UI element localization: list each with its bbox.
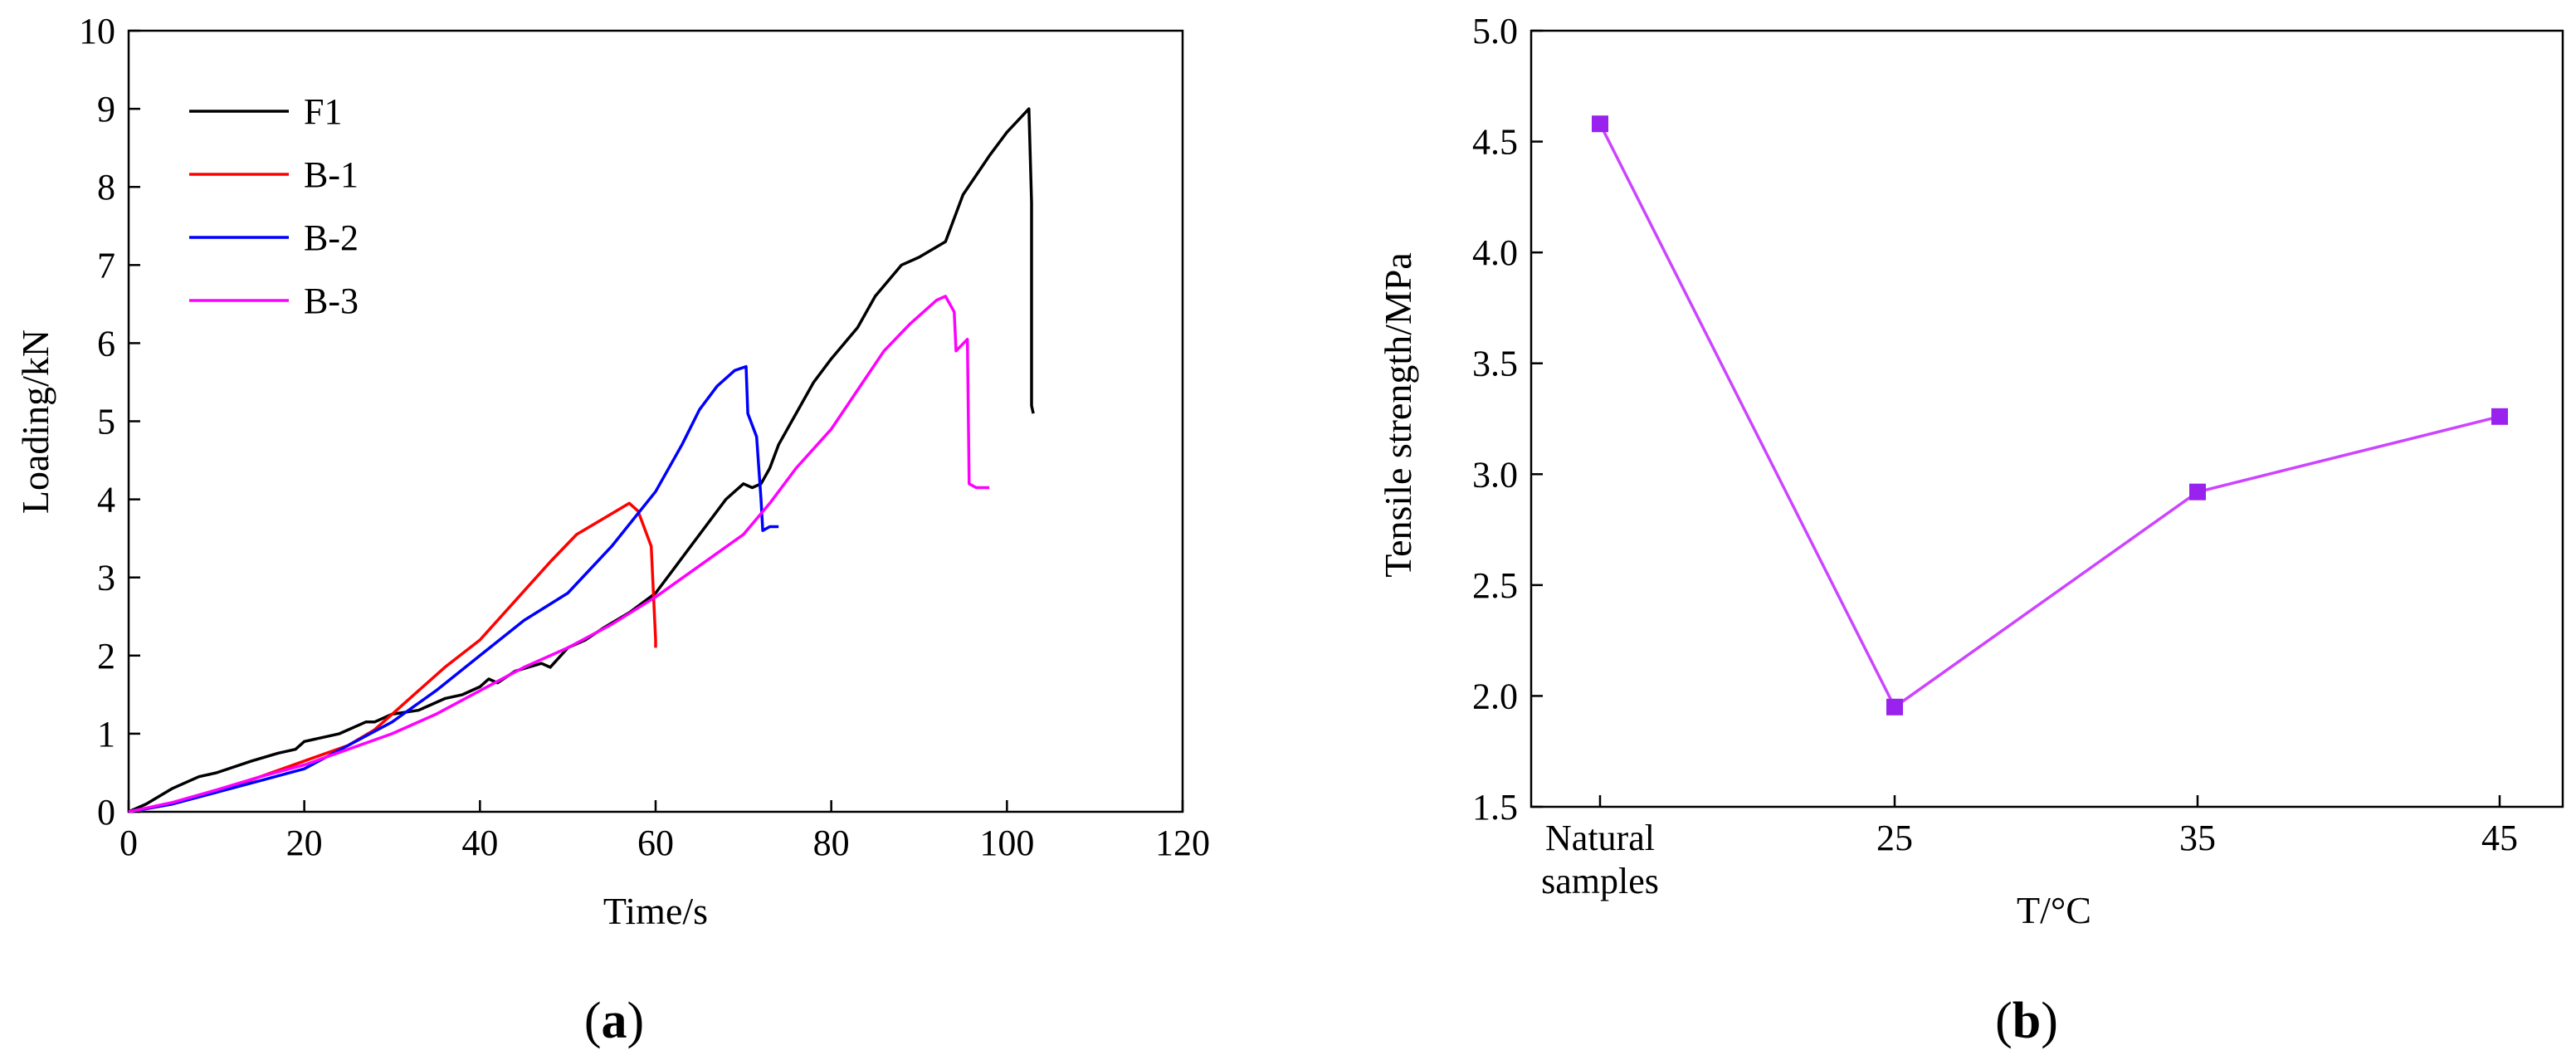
legend-label: B-3 [304,281,359,321]
x-tick-label: 20 [286,823,323,863]
y-tick-label: 1 [97,714,115,755]
y-tick-label: 1.5 [1472,787,1518,828]
y-tick-label: 0 [97,792,115,833]
panel-b-y-axis-label: Tensile strength/MPa [1377,252,1419,578]
x-tick-label: 60 [637,823,674,863]
panel-a-line-chart: 0 1 2 3 4 5 6 7 8 9 10 0 20 40 60 80 100 120 F1 B-1 B-2 B-3… [14,11,1210,1049]
y-tick-label: 3 [97,558,115,598]
panel-b-y-ticks: 1.5 2.0 2.5 3.0 3.5 4.0 4.5 5.0 [1472,11,1543,828]
panel-a-label: (a) [584,993,644,1049]
legend-label: B-2 [304,217,359,258]
panel-a-legend: F1 B-1 B-2 B-3 [189,91,359,321]
x-tick-label: 0 [120,823,138,863]
y-tick-label: 2.0 [1472,676,1518,716]
panel-a-plot-area [127,29,1184,813]
series-line-b-2 [128,364,779,813]
x-tick-label: Natural samples [1541,818,1659,901]
y-tick-label: 9 [97,89,115,129]
panel-a-series-lines [128,107,1035,813]
x-tick-label: 100 [979,823,1034,863]
legend-label: F1 [304,91,342,132]
series-line-b-3 [128,295,990,813]
panel-a-x-ticks: 0 20 40 60 80 100 120 [120,800,1210,863]
series-line [1598,123,2500,710]
panel-b-x-ticks: Natural samples 25 35 45 [1541,795,2518,901]
y-tick-label: 2.5 [1472,565,1518,606]
panel-b-line-chart: 1.5 2.0 2.5 3.0 3.5 4.0 4.5 5.0 Natural samples 2… [1377,11,2564,1049]
panel-b-x-axis-label: T/°C [2017,889,2091,931]
series-line-f1 [128,107,1035,813]
y-tick-label: 2 [97,636,115,676]
data-point-marker [2491,408,2508,425]
y-tick-label: 10 [79,11,115,51]
legend-label: B-1 [304,154,359,195]
y-tick-label: 3.5 [1472,344,1518,384]
x-tick-label: 25 [1876,818,1913,858]
y-tick-label: 8 [97,167,115,208]
data-point-marker [1886,698,1903,716]
x-tick-label: 40 [461,823,498,863]
x-tick-label: 80 [813,823,850,863]
y-tick-label: 5 [97,402,115,442]
y-tick-label: 4 [97,480,115,520]
y-tick-label: 3.0 [1472,454,1518,495]
data-point-marker [2189,483,2206,501]
x-tick-label: 45 [2481,818,2518,858]
y-tick-label: 7 [97,245,115,286]
panel-a-letter: a [602,993,627,1049]
y-tick-label: 4.5 [1472,122,1518,163]
panel-a-y-ticks: 0 1 2 3 4 5 6 7 8 9 10 [79,11,140,833]
panel-a-y-axis-label: Loading/kN [14,330,56,514]
series-line-b-1 [128,501,657,813]
panel-b-plot-area [1530,29,2564,808]
y-tick-label: 5.0 [1472,11,1518,51]
x-tick-label: 35 [2179,818,2216,858]
panel-a-x-axis-label: Time/s [603,890,708,932]
panel-b-label: (b) [1995,993,2058,1049]
y-tick-label: 6 [97,323,115,364]
x-tick-label: 120 [1155,823,1210,863]
panel-b-letter: b [2013,993,2041,1049]
y-tick-label: 4.0 [1472,232,1518,273]
data-point-marker [1592,115,1608,133]
panel-b-series [1592,115,2508,716]
